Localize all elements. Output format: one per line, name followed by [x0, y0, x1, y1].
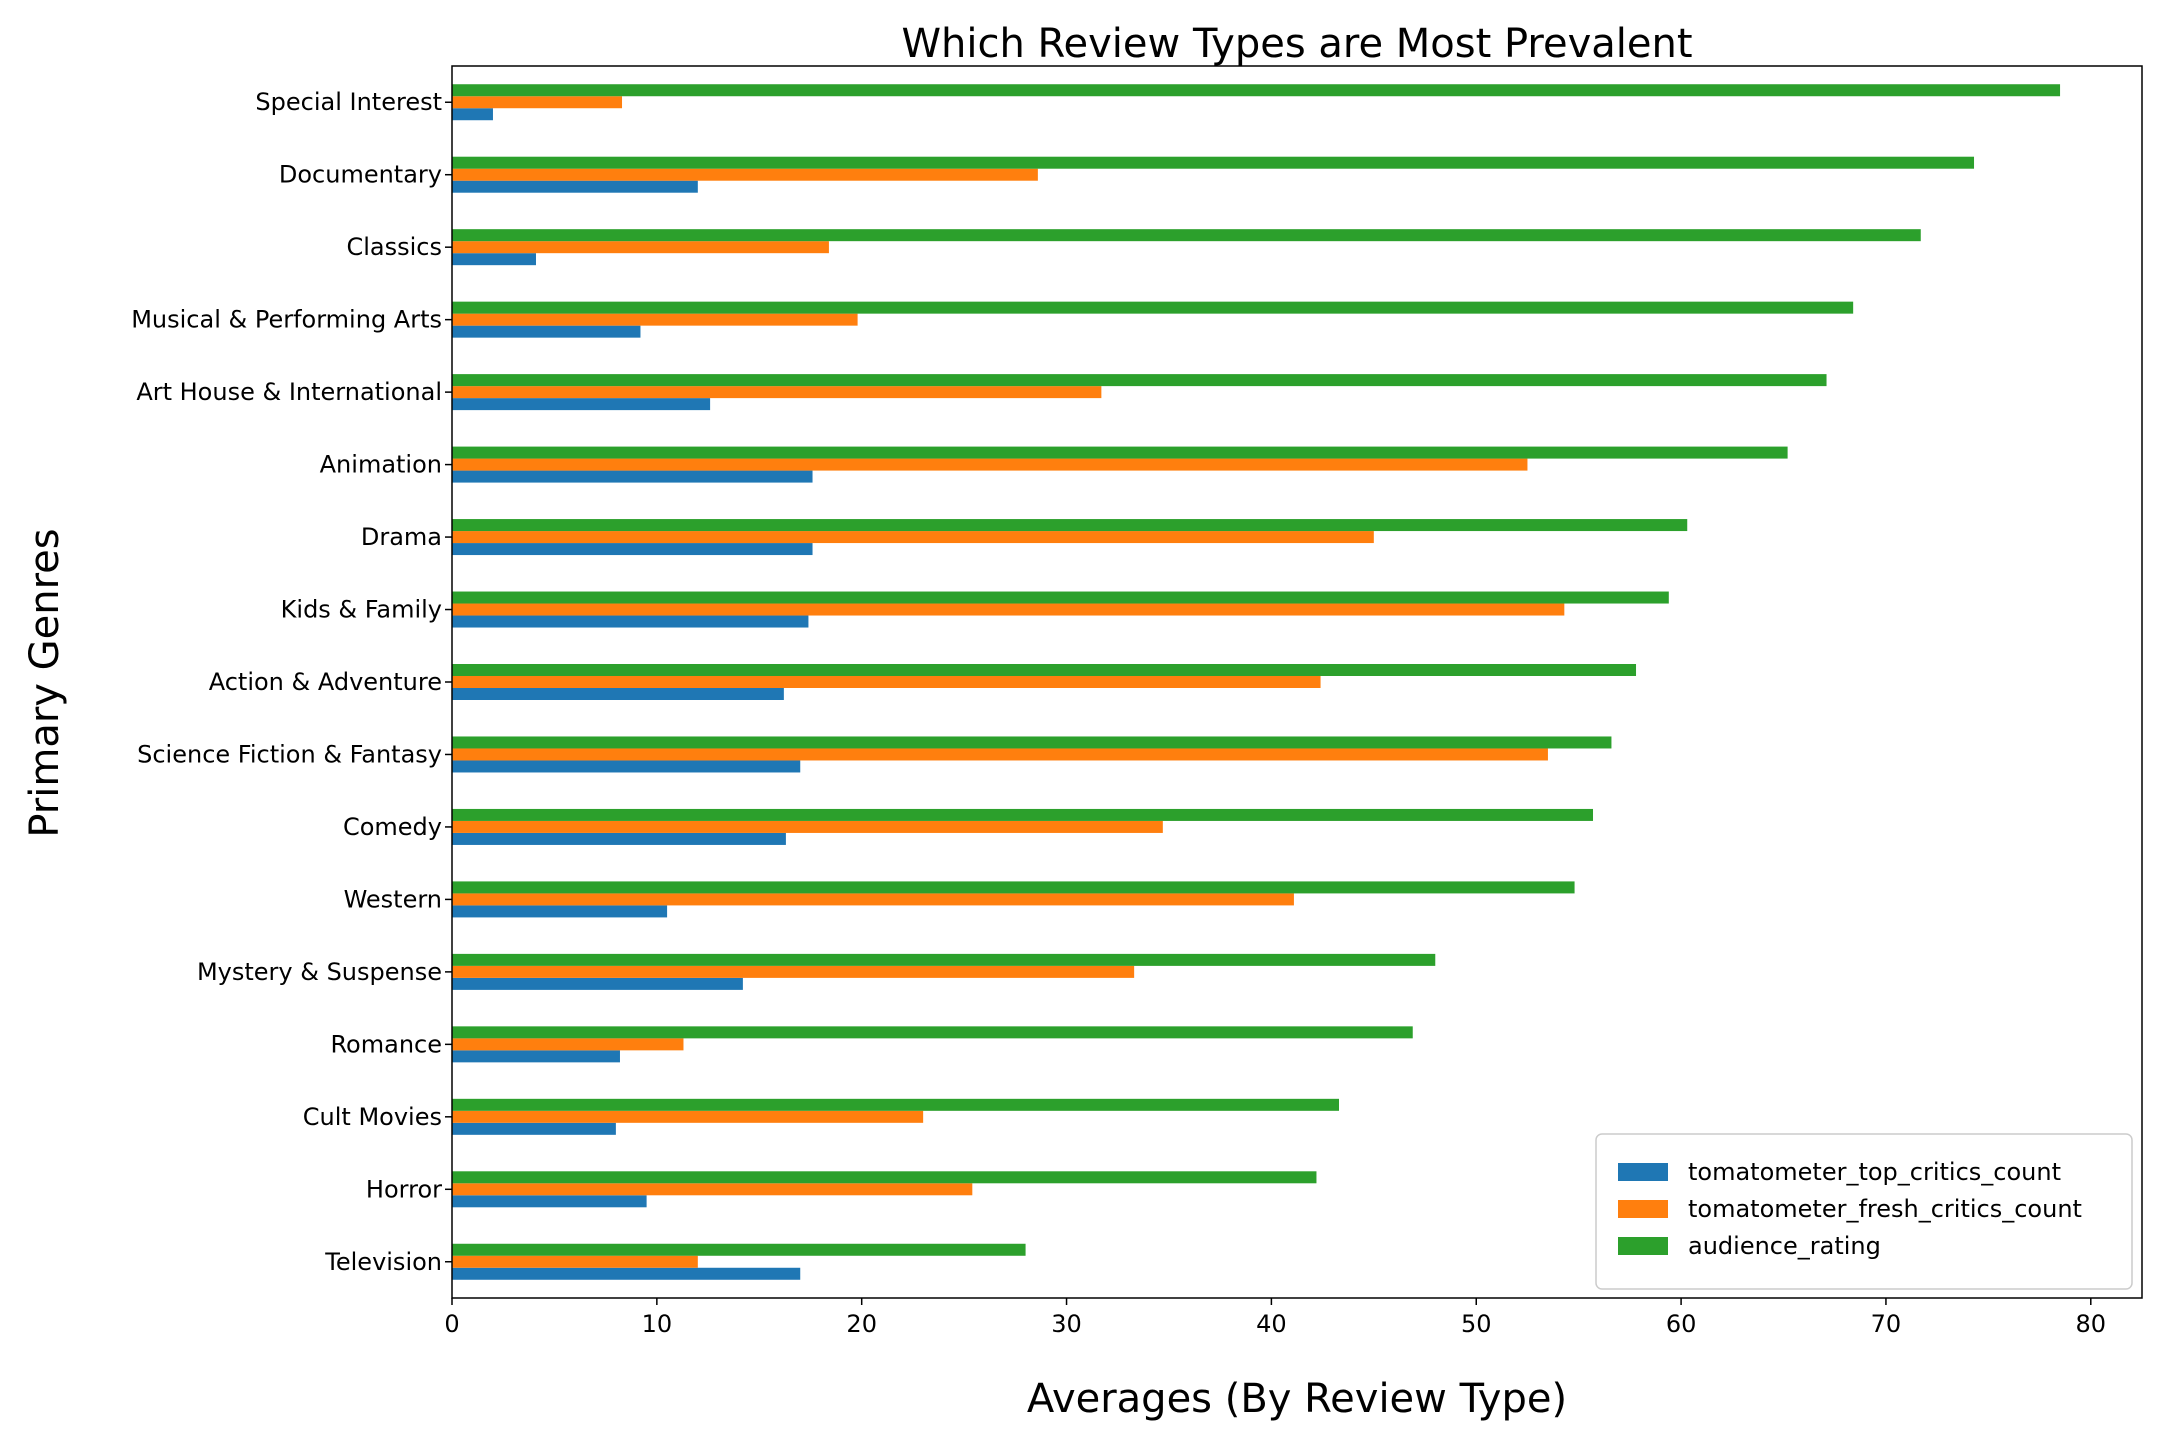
bar-audience_rating-7	[452, 591, 1669, 604]
bar-tomatometer_fresh_critics_count-8	[452, 676, 1321, 688]
legend-swatch	[1618, 1163, 1668, 1181]
legend-label: audience_rating	[1688, 1232, 1881, 1260]
y-tick-label: Special Interest	[255, 88, 442, 116]
bar-tomatometer_fresh_critics_count-13	[452, 1038, 684, 1051]
bar-tomatometer_top_critics_count-14	[452, 1122, 616, 1135]
bar-audience_rating-6	[452, 519, 1688, 532]
bar-tomatometer_top_critics_count-7	[452, 615, 809, 628]
x-tick-label: 40	[1256, 1310, 1287, 1338]
bar-tomatometer_top_critics_count-11	[452, 905, 668, 918]
bar-tomatometer_fresh_critics_count-0	[452, 96, 623, 109]
bar-tomatometer_fresh_critics_count-6	[452, 531, 1374, 544]
bar-tomatometer_top_critics_count-10	[452, 832, 786, 845]
bar-tomatometer_top_critics_count-16	[452, 1267, 801, 1280]
bar-tomatometer_top_critics_count-3	[452, 325, 641, 338]
bar-tomatometer_fresh_critics_count-16	[452, 1255, 698, 1268]
x-tick-label: 80	[2076, 1310, 2107, 1338]
x-tick-label: 20	[846, 1310, 877, 1338]
bar-tomatometer_fresh_critics_count-4	[452, 386, 1102, 399]
bar-tomatometer_top_critics_count-1	[452, 180, 698, 193]
y-tick-label: Musical & Performing Arts	[131, 306, 442, 334]
plot-frame	[451, 65, 2143, 1299]
bar-tomatometer_fresh_critics_count-7	[452, 603, 1565, 616]
bar-audience_rating-13	[452, 1026, 1413, 1039]
y-tick-label: Western	[344, 885, 442, 913]
bar-tomatometer_fresh_critics_count-3	[452, 313, 858, 326]
bar-tomatometer_top_critics_count-5	[452, 470, 813, 483]
bar-tomatometer_top_critics_count-0	[452, 108, 493, 121]
y-tick-label: Documentary	[279, 161, 442, 189]
legend-box	[1595, 1133, 2133, 1290]
legend-swatch	[1618, 1200, 1668, 1218]
bar-audience_rating-11	[452, 881, 1575, 894]
bar-tomatometer_top_critics_count-15	[452, 1195, 647, 1208]
bar-tomatometer_fresh_critics_count-15	[452, 1183, 973, 1196]
y-tick-label: Comedy	[343, 813, 442, 841]
chart-title: Which Review Types are Most Prevalent	[901, 21, 1692, 67]
y-tick-label: Mystery & Suspense	[197, 958, 442, 986]
bar-tomatometer_top_critics_count-4	[452, 398, 711, 411]
bar-audience_rating-3	[452, 301, 1854, 314]
bar-audience_rating-16	[452, 1243, 1026, 1256]
x-tick-label: 10	[642, 1310, 673, 1338]
bar-audience_rating-15	[452, 1171, 1317, 1184]
y-axis-label: Primary Genres	[22, 528, 68, 837]
legend-label: tomatometer_fresh_critics_count	[1688, 1195, 2082, 1223]
bars-group	[452, 84, 2061, 1280]
bar-audience_rating-5	[452, 446, 1788, 459]
bar-tomatometer_top_critics_count-13	[452, 1050, 620, 1063]
legend: tomatometer_top_critics_count tomatometer…	[1595, 1133, 2133, 1290]
y-tick-label: Science Fiction & Fantasy	[137, 740, 442, 768]
y-tick-label: Television	[324, 1248, 442, 1276]
bar-audience_rating-14	[452, 1098, 1339, 1111]
y-tick-label: Horror	[366, 1175, 442, 1203]
y-tick-label: Animation	[320, 451, 442, 479]
bar-tomatometer_top_critics_count-2	[452, 253, 536, 266]
x-tick-label: 50	[1461, 1310, 1492, 1338]
x-axis-label: Averages (By Review Type)	[1027, 1376, 1567, 1422]
y-tick-label: Cult Movies	[303, 1103, 442, 1131]
y-tick-label: Kids & Family	[281, 596, 442, 624]
bar-tomatometer_fresh_critics_count-14	[452, 1110, 924, 1123]
bar-audience_rating-4	[452, 374, 1827, 387]
bar-audience_rating-2	[452, 229, 1921, 242]
bar-tomatometer_top_critics_count-12	[452, 977, 743, 990]
legend-label: tomatometer_top_critics_count	[1688, 1158, 2061, 1186]
bar-tomatometer_fresh_critics_count-11	[452, 893, 1294, 906]
bar-tomatometer_top_critics_count-8	[452, 688, 784, 700]
bar-tomatometer_top_critics_count-6	[452, 543, 813, 556]
axes-group: Special Interest Documentary Classics Music…	[131, 65, 2143, 1338]
bar-tomatometer_fresh_critics_count-12	[452, 965, 1135, 978]
bar-tomatometer_fresh_critics_count-10	[452, 820, 1163, 833]
y-tick-label: Art House & International	[136, 378, 442, 406]
bar-audience_rating-10	[452, 808, 1594, 821]
y-tick-label: Romance	[330, 1030, 442, 1058]
y-tick-label: Classics	[346, 233, 442, 261]
x-tick-label: 0	[444, 1310, 459, 1338]
bar-audience_rating-1	[452, 156, 1975, 169]
bar-audience_rating-0	[452, 84, 2061, 97]
bar-tomatometer_fresh_critics_count-9	[452, 748, 1548, 761]
y-tick-label: Drama	[361, 523, 442, 551]
bar-audience_rating-8	[452, 664, 1637, 676]
bar-audience_rating-9	[452, 736, 1612, 749]
legend-swatch	[1618, 1237, 1668, 1255]
bar-audience_rating-12	[452, 953, 1436, 966]
bar-tomatometer_fresh_critics_count-2	[452, 241, 829, 254]
bar-tomatometer_fresh_critics_count-5	[452, 458, 1528, 471]
bar-tomatometer_top_critics_count-9	[452, 760, 801, 773]
x-tick-label: 60	[1666, 1310, 1697, 1338]
bar-tomatometer_fresh_critics_count-1	[452, 168, 1038, 181]
x-tick-label: 70	[1871, 1310, 1902, 1338]
y-tick-label: Action & Adventure	[209, 668, 442, 696]
x-tick-label: 30	[1051, 1310, 1082, 1338]
